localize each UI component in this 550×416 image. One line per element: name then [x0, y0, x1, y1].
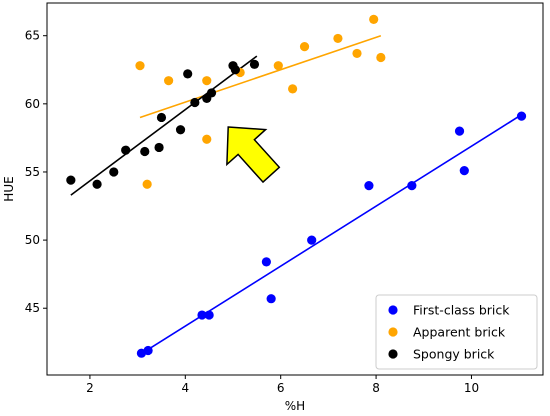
data-point-series-3 [121, 145, 131, 155]
y-tick-label: 65 [25, 29, 40, 43]
data-point-series-2 [273, 61, 283, 71]
x-tick-label: 2 [86, 381, 94, 395]
legend-box [375, 294, 538, 370]
x-tick-label: 10 [464, 381, 479, 395]
data-point-series-1 [364, 180, 374, 191]
data-point-series-2 [369, 14, 379, 24]
data-point-series-1 [454, 126, 465, 136]
fit-line-series-2 [139, 34, 382, 119]
plot-frame [46, 2, 544, 376]
y-tick-label: 45 [25, 301, 40, 315]
y-axis-ticks: 45 50 55 60 65 [25, 29, 47, 315]
data-point-series-2 [135, 61, 145, 71]
data-point-series-2 [333, 33, 343, 44]
x-tick-label: 6 [277, 381, 285, 395]
data-point-series-1 [407, 180, 417, 191]
data-point-series-3 [66, 175, 76, 185]
fit-line-series-3 [70, 55, 258, 196]
data-point-series-3 [206, 88, 217, 98]
data-point-series-2 [299, 42, 310, 52]
legend-marker [388, 349, 398, 359]
data-points [66, 14, 527, 358]
x-tick-label: 8 [372, 381, 380, 395]
legend-label: First-class brick [413, 303, 510, 318]
data-point-series-2 [142, 179, 152, 189]
data-point-series-1 [143, 345, 153, 356]
y-axis-label: HUE [2, 176, 16, 201]
data-point-series-3 [109, 167, 119, 177]
data-point-series-2 [352, 48, 362, 59]
data-point-series-1 [459, 166, 469, 176]
data-point-series-1 [261, 257, 271, 267]
data-point-series-3 [249, 59, 260, 69]
y-tick-label: 50 [25, 233, 40, 247]
data-point-series-3 [190, 97, 200, 108]
data-point-series-3 [92, 179, 102, 189]
data-point-series-1 [307, 235, 317, 245]
highlight-arrow [226, 126, 281, 184]
legend-marker [388, 305, 398, 315]
annotation-layer [226, 126, 281, 184]
data-point-series-3 [140, 146, 150, 157]
x-axis-label: %H [285, 399, 305, 413]
data-point-series-3 [156, 112, 167, 123]
data-point-series-3 [154, 142, 164, 153]
data-point-series-1 [197, 310, 207, 320]
legend-marker [388, 327, 398, 337]
data-point-series-3 [230, 65, 240, 75]
data-point-series-1 [516, 111, 527, 121]
y-tick-label: 60 [25, 97, 40, 111]
data-point-series-2 [202, 134, 212, 144]
data-point-series-3 [183, 69, 193, 79]
data-point-series-2 [288, 84, 298, 94]
x-axis-ticks: 2 4 6 8 10 [86, 375, 479, 395]
data-point-series-1 [266, 294, 276, 304]
y-tick-label: 55 [25, 165, 40, 179]
legend-label: Apparent brick [413, 325, 506, 340]
x-tick-label: 4 [181, 381, 189, 395]
legend-label: Spongy brick [413, 347, 495, 362]
data-point-series-2 [376, 52, 386, 63]
legend: First-class brick Apparent brick Spongy br… [375, 294, 538, 370]
data-point-series-2 [202, 76, 212, 86]
data-point-series-3 [175, 125, 186, 135]
data-point-series-1 [204, 310, 214, 320]
data-point-series-2 [164, 76, 174, 86]
